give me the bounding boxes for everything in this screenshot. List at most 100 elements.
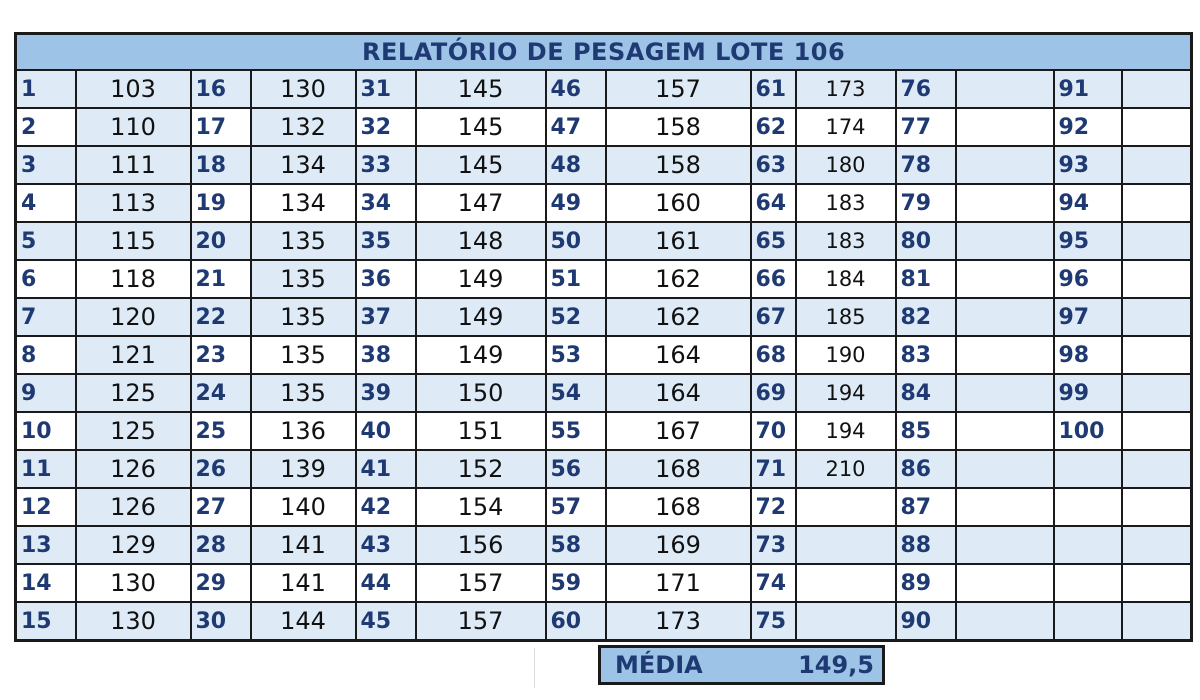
animal-number: 22 [189, 297, 252, 337]
animal-number: 16 [189, 69, 252, 109]
table-row: 14 130 29 141 44 157 59 171 74 89 [14, 563, 1193, 603]
weight-value: 135 [249, 259, 357, 299]
animal-number: 92 [1052, 107, 1123, 147]
animal-number: 87 [894, 487, 957, 527]
animal-number: 95 [1052, 221, 1123, 261]
weight-value [1120, 183, 1193, 223]
weight-value [794, 563, 897, 603]
animal-number [1052, 563, 1123, 603]
animal-number: 9 [14, 373, 77, 413]
animal-number: 47 [544, 107, 607, 147]
weight-value: 120 [74, 297, 192, 337]
weight-value: 135 [249, 221, 357, 261]
weight-value: 115 [74, 221, 192, 261]
animal-number: 79 [894, 183, 957, 223]
weight-value [1120, 221, 1193, 261]
table-row: 7 120 22 135 37 149 52 162 67 185 82 97 [14, 297, 1193, 337]
animal-number: 19 [189, 183, 252, 223]
weight-value: 148 [414, 221, 547, 261]
animal-number [1052, 487, 1123, 527]
weight-value: 129 [74, 525, 192, 565]
animal-number: 31 [354, 69, 417, 109]
weight-value [1120, 69, 1193, 109]
animal-number: 99 [1052, 373, 1123, 413]
weight-value: 103 [74, 69, 192, 109]
animal-number: 96 [1052, 259, 1123, 299]
weight-value: 190 [794, 335, 897, 375]
animal-number: 4 [14, 183, 77, 223]
animal-number: 82 [894, 297, 957, 337]
weight-value [1120, 107, 1193, 147]
animal-number: 77 [894, 107, 957, 147]
animal-number: 46 [544, 69, 607, 109]
animal-number: 34 [354, 183, 417, 223]
table-row: 3 111 18 134 33 145 48 158 63 180 78 93 [14, 145, 1193, 185]
animal-number: 14 [14, 563, 77, 603]
animal-number: 3 [14, 145, 77, 185]
weight-value [794, 525, 897, 565]
animal-number [1052, 601, 1123, 642]
animal-number: 81 [894, 259, 957, 299]
animal-number: 8 [14, 335, 77, 375]
animal-number: 85 [894, 411, 957, 451]
animal-number: 42 [354, 487, 417, 527]
weight-value: 185 [794, 297, 897, 337]
animal-number [1052, 449, 1123, 489]
animal-number: 33 [354, 145, 417, 185]
animal-number: 32 [354, 107, 417, 147]
animal-number: 6 [14, 259, 77, 299]
animal-number: 37 [354, 297, 417, 337]
report-title: RELATÓRIO DE PESAGEM LOTE 106 [14, 32, 1193, 71]
weight-value [954, 525, 1055, 565]
weight-value: 158 [604, 145, 752, 185]
animal-number: 73 [749, 525, 797, 565]
table-row: 8 121 23 135 38 149 53 164 68 190 83 98 [14, 335, 1193, 375]
animal-number: 93 [1052, 145, 1123, 185]
weight-value: 144 [249, 601, 357, 642]
animal-number: 13 [14, 525, 77, 565]
animal-number: 86 [894, 449, 957, 489]
weight-value [954, 411, 1055, 451]
weight-value [954, 69, 1055, 109]
animal-number: 100 [1052, 411, 1123, 451]
animal-number: 54 [544, 373, 607, 413]
animal-number: 63 [749, 145, 797, 185]
animal-number: 62 [749, 107, 797, 147]
animal-number: 64 [749, 183, 797, 223]
weight-value [1120, 145, 1193, 185]
animal-number: 18 [189, 145, 252, 185]
animal-number: 72 [749, 487, 797, 527]
weight-value: 132 [249, 107, 357, 147]
animal-number: 80 [894, 221, 957, 261]
weight-value: 183 [794, 183, 897, 223]
weight-value: 174 [794, 107, 897, 147]
animal-number: 15 [14, 601, 77, 642]
weight-value: 168 [604, 449, 752, 489]
weight-value: 121 [74, 335, 192, 375]
weight-value: 141 [249, 563, 357, 603]
weight-value: 152 [414, 449, 547, 489]
weight-value: 140 [249, 487, 357, 527]
table-row: 10 125 25 136 40 151 55 167 70 194 85 100 [14, 411, 1193, 451]
weight-value: 184 [794, 259, 897, 299]
animal-number: 71 [749, 449, 797, 489]
weight-value: 162 [604, 259, 752, 299]
weighing-report-table: RELATÓRIO DE PESAGEM LOTE 106 1 103 16 130 3… [14, 32, 1194, 642]
weight-value: 164 [604, 373, 752, 413]
weight-value [1120, 449, 1193, 489]
weight-value: 158 [604, 107, 752, 147]
weight-value [954, 183, 1055, 223]
weight-value [1120, 335, 1193, 375]
animal-number: 51 [544, 259, 607, 299]
weight-value: 147 [414, 183, 547, 223]
animal-number: 2 [14, 107, 77, 147]
weight-value: 157 [604, 69, 752, 109]
animal-number: 88 [894, 525, 957, 565]
animal-number: 58 [544, 525, 607, 565]
weight-value: 210 [794, 449, 897, 489]
weight-value: 180 [794, 145, 897, 185]
animal-number: 1 [14, 69, 77, 109]
animal-number: 65 [749, 221, 797, 261]
weight-value: 135 [249, 335, 357, 375]
average-label: MÉDIA [615, 651, 703, 679]
